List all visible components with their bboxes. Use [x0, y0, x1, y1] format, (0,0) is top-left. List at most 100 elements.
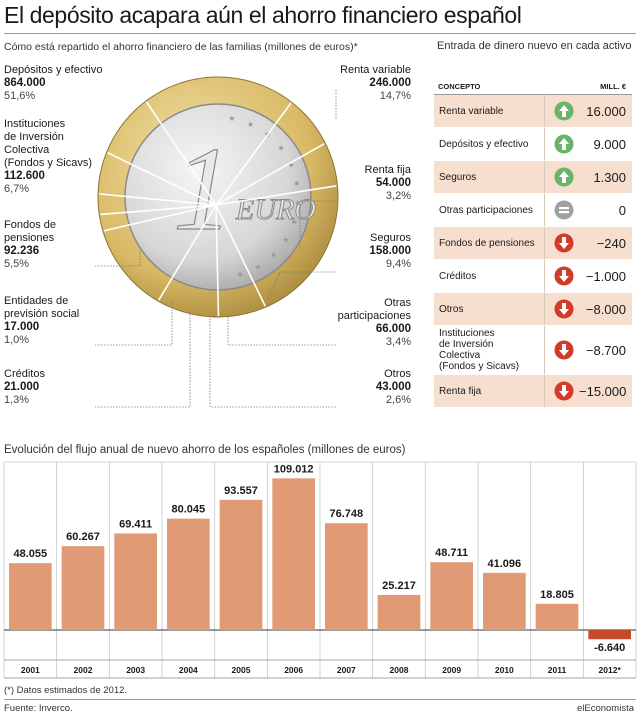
pie-label: Otros 43.000 2,6%	[376, 368, 411, 407]
flows-value: −8.000	[585, 301, 626, 317]
footnote: (*) Datos estimados de 2012.	[4, 685, 128, 696]
flows-value: −1.000	[585, 268, 626, 284]
bar	[9, 563, 52, 630]
pie-label: Seguros 158.000 9,4%	[369, 232, 411, 271]
flows-table: CONCEPTO MILL. € Renta variable 16.000 Dep…	[434, 78, 632, 408]
bar-value-label: 93.557	[224, 485, 258, 497]
flows-separator	[544, 194, 545, 226]
pie-label-value: 54.000	[375, 177, 411, 189]
pie-label-name: pensiones	[4, 232, 55, 244]
bar	[430, 562, 473, 630]
arrow-down-icon	[549, 293, 579, 325]
flows-concept-line: (Fondos y Sicavs)	[439, 361, 520, 372]
bar	[114, 533, 157, 630]
coin-star-icon: ★	[290, 218, 297, 227]
pie-label-percent: 3,4%	[385, 336, 411, 348]
flows-value: 0	[618, 202, 626, 218]
pie-label-name: Renta fija	[364, 164, 411, 176]
x-tick-label: 2012*	[599, 665, 622, 675]
leader-line	[209, 316, 336, 408]
bar	[535, 603, 579, 630]
arrow-up-icon	[549, 161, 579, 193]
bar-value-label: 109.012	[274, 463, 314, 475]
flows-row: Fondos de pensiones −240	[434, 227, 632, 260]
pie-slice-divider	[215, 204, 220, 317]
flows-separator	[544, 95, 545, 127]
pie-label-value: 92.236	[4, 245, 40, 257]
pie-label-value: 158.000	[369, 245, 411, 257]
pie-subtitle: Cómo está repartido el ahorro financiero…	[4, 41, 358, 53]
flows-separator	[544, 326, 545, 374]
flows-separator	[544, 227, 545, 259]
pie-label-percent: 1,0%	[4, 334, 30, 346]
pie-label-value: 864.000	[4, 77, 46, 89]
bar-value-label: 80.045	[172, 504, 206, 516]
pie-label-name: participaciones	[337, 310, 411, 322]
pie-label-percent: 1,3%	[4, 394, 30, 406]
x-tick-label: 2001	[21, 665, 40, 675]
flows-concept: Depósitos y efectivo	[434, 139, 549, 150]
flows-concept-line: Créditos	[439, 270, 477, 282]
pie-label-value: 17.000	[4, 321, 40, 333]
pie-label-name: Entidades de	[4, 295, 69, 307]
bar	[167, 518, 210, 630]
pie-label-name: Seguros	[370, 232, 411, 244]
flows-concept: Seguros	[434, 172, 549, 183]
pie-label-value: 43.000	[375, 381, 411, 393]
flows-title: Entrada de dinero nuevo en cada activo	[437, 40, 632, 52]
flows-concept-line: Renta variable	[439, 105, 504, 117]
pie-label-percent: 5,5%	[4, 258, 30, 270]
x-tick-label: 2007	[337, 665, 356, 675]
pie-label: Otras participaciones 66.000 3,4%	[338, 297, 411, 349]
pie-label-percent: 2,6%	[385, 394, 411, 406]
x-tick-label: 2010	[495, 665, 514, 675]
flows-separator	[544, 293, 545, 325]
x-tick-label: 2003	[126, 665, 145, 675]
bar	[272, 478, 315, 630]
flows-concept-line: Depósitos y efectivo	[439, 138, 529, 150]
pie-slice-divider	[215, 102, 292, 206]
bar	[588, 630, 631, 640]
pie-label-name: Créditos	[4, 368, 45, 380]
coin-star-icon: ★	[294, 199, 301, 208]
coin-star-icon: ★	[277, 144, 284, 153]
x-tick-label: 2008	[390, 665, 409, 675]
bar-value-label: 48.055	[14, 548, 48, 560]
pie-label-name: previsión social	[4, 308, 80, 320]
flows-concept-line: Seguros	[439, 171, 477, 183]
arrow-up-icon	[549, 95, 579, 127]
pie-label-percent: 9,4%	[385, 258, 411, 270]
brand-name: elEconomista	[576, 703, 634, 714]
pie-slice-divider	[145, 101, 217, 206]
flows-concept: Instituciones de Inversión Colectiva (Fondo…	[434, 328, 549, 372]
coin-star-icon: ★	[270, 251, 277, 260]
pie-label-name: Colectiva	[4, 144, 50, 156]
equals-icon	[549, 194, 579, 226]
flows-concept-line: Otros	[439, 303, 464, 315]
bar-value-label: 60.267	[66, 531, 100, 543]
arrow-up-icon	[549, 128, 579, 160]
pie-label-name: Renta variable	[340, 64, 411, 76]
flows-concept: Otras participaciones	[434, 205, 549, 216]
pie-slice-divider	[100, 204, 217, 216]
pie-label-value: 246.000	[369, 77, 411, 89]
x-tick-label: 2005	[232, 665, 251, 675]
pie-label-name: Depósitos y efectivo	[4, 64, 103, 76]
flows-value: −240	[596, 235, 626, 251]
leader-line	[95, 250, 141, 267]
pie-label-value: 21.000	[4, 381, 40, 393]
flows-value: 16.000	[586, 103, 626, 119]
flows-concept-line: Otras participaciones	[439, 204, 533, 216]
coin-star-icon: ★	[254, 262, 261, 271]
pie-slice-divider	[215, 204, 266, 307]
flows-body: Renta variable 16.000 Depósitos y efectivo…	[434, 95, 632, 408]
bar	[219, 499, 263, 630]
pie-label-percent: 3,2%	[385, 190, 411, 202]
flows-concept-line: de Inversión	[439, 339, 494, 350]
x-tick-label: 2006	[284, 665, 303, 675]
flows-row: Otros −8.000	[434, 293, 632, 326]
bar	[377, 594, 421, 630]
flows-row: Otras participaciones 0	[434, 194, 632, 227]
flows-row: Depósitos y efectivo 9.000	[434, 128, 632, 161]
flows-header: CONCEPTO MILL. €	[434, 78, 632, 95]
